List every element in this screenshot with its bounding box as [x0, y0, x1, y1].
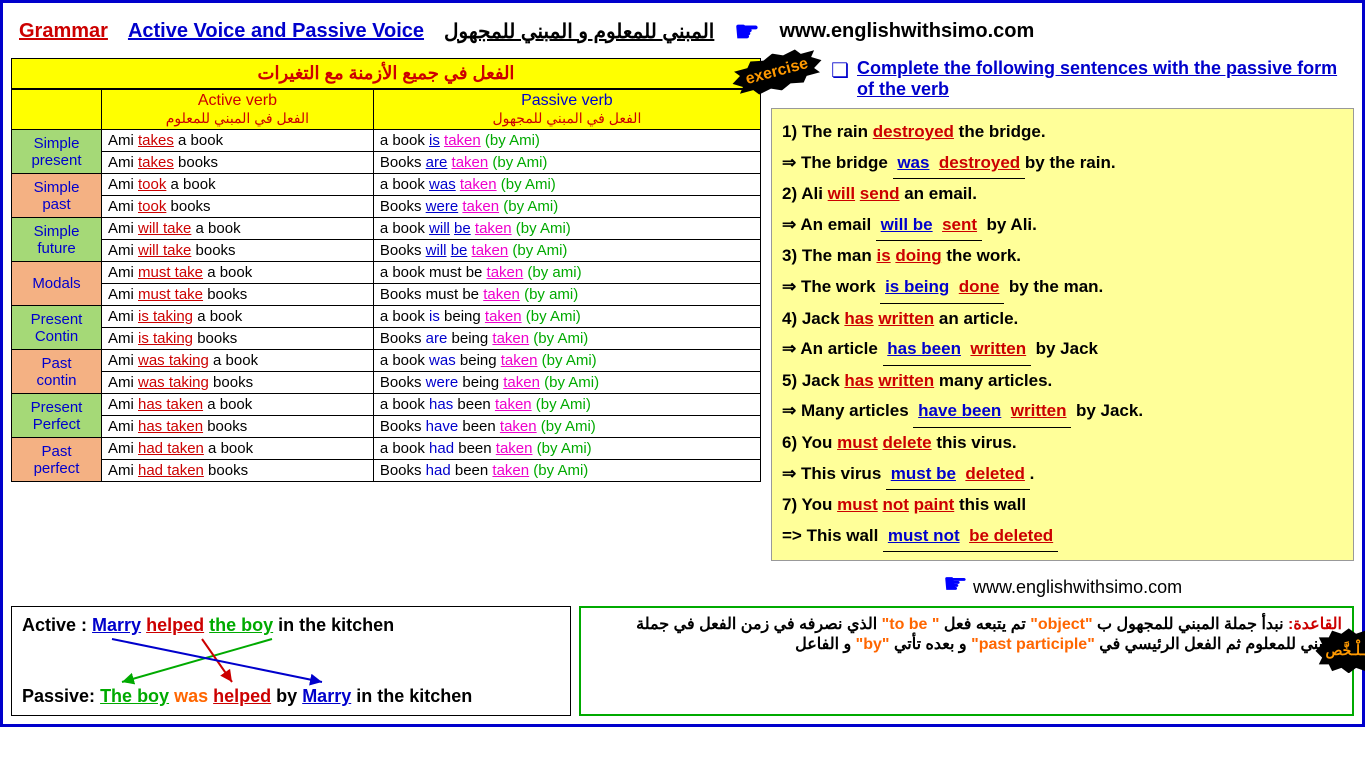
active-cell: Ami will take a book [102, 218, 374, 240]
hand-icon: ☛ [943, 568, 968, 599]
exercise-question: 2) Ali will send an email. [782, 179, 1343, 210]
tense-label: Modals [12, 262, 102, 306]
rule-by: "by" [856, 636, 890, 653]
passive-by: by [276, 686, 302, 706]
active-cell: Ami takes a book [102, 130, 374, 152]
exercise-answer: ⇒ The work is being done by the man. [782, 272, 1343, 304]
exercise-question: 3) The man is doing the work. [782, 241, 1343, 272]
right-header: exercise ❏ Complete the following senten… [771, 58, 1354, 100]
exercise-answer: ⇒ The bridge was destroyed by the rain. [782, 148, 1343, 180]
passive-cell: a book must be taken (by ami) [373, 262, 760, 284]
passive-cell: Books were being taken (by Ami) [373, 372, 760, 394]
tense-label: Simplepresent [12, 130, 102, 174]
passive-cell: a book was taken (by Ami) [373, 174, 760, 196]
passive-subject: The boy [100, 686, 169, 706]
grammar-label: Grammar [19, 20, 108, 43]
passive-cell: a book had been taken (by Ami) [373, 438, 760, 460]
rule-pp: "past participle" [971, 636, 1095, 653]
rule-box: القاعدة: نبدأ جملة المبني للمجهول ب "obj… [579, 606, 1354, 716]
tense-label: Simplefuture [12, 218, 102, 262]
passive-cell: a book is taken (by Ami) [373, 130, 760, 152]
active-rest: in the kitchen [278, 615, 394, 635]
passive-sentence: Passive: The boy was helped by Marry in … [22, 686, 560, 707]
active-cell: Ami will take books [102, 240, 374, 262]
left-column: الفعل في جميع الأزمنة مع التغيرات Active… [11, 58, 761, 600]
footer-url: ☛ www.englishwithsimo.com [771, 567, 1354, 600]
rule-tobe: " to be" [882, 616, 940, 633]
rule-label: القاعدة: [1288, 616, 1342, 633]
active-cell: Ami is taking a book [102, 306, 374, 328]
passive-cell: a book was being taken (by Ami) [373, 350, 760, 372]
passive-cell: Books must be taken (by ami) [373, 284, 760, 306]
exercise-question: 4) Jack has written an article. [782, 304, 1343, 335]
exercise-question: 5) Jack has written many articles. [782, 366, 1343, 397]
active-sentence: Active : Marry helped the boy in the kit… [22, 615, 560, 636]
header-url: www.englishwithsimo.com [779, 20, 1034, 43]
exercise-answer: => This wall must not be deleted [782, 521, 1343, 553]
tense-table: Active verbالفعل في المبني للمعلوم Passi… [11, 89, 761, 482]
arabic-title: المبني للمعلوم و المبني للمجهول [444, 19, 714, 44]
exercise-question: 1) The rain destroyed the bridge. [782, 117, 1343, 148]
active-cell: Ami had taken a book [102, 438, 374, 460]
passive-cell: Books will be taken (by Ami) [373, 240, 760, 262]
hand-icon: ☛ [734, 15, 759, 48]
tense-label: Simplepast [12, 174, 102, 218]
exercise-box: 1) The rain destroyed the bridge.⇒ The b… [771, 108, 1354, 561]
active-header: Active verb [108, 92, 367, 110]
page-title: Active Voice and Passive Voice [128, 20, 424, 43]
passive-cell: a book has been taken (by Ami) [373, 394, 760, 416]
tense-label: PresentPerfect [12, 394, 102, 438]
passive-verb: helped [213, 686, 271, 706]
active-verb: helped [146, 615, 204, 635]
passive-cell: Books have been taken (by Ami) [373, 416, 760, 438]
page-container: Grammar Active Voice and Passive Voice ا… [0, 0, 1365, 727]
passive-cell: a book will be taken (by Ami) [373, 218, 760, 240]
active-subject: Marry [92, 615, 141, 635]
passive-rest: in the kitchen [356, 686, 472, 706]
active-cell: Ami was taking a book [102, 350, 374, 372]
active-cell: Ami must take a book [102, 262, 374, 284]
exercise-answer: ⇒ Many articles have been written by Jac… [782, 396, 1343, 428]
header: Grammar Active Voice and Passive Voice ا… [11, 11, 1354, 52]
right-column: exercise ❏ Complete the following senten… [771, 58, 1354, 600]
active-cell: Ami took books [102, 196, 374, 218]
main-content: الفعل في جميع الأزمنة مع التغيرات Active… [11, 58, 1354, 600]
table-title: الفعل في جميع الأزمنة مع التغيرات [11, 58, 761, 89]
active-cell: Ami is taking books [102, 328, 374, 350]
transform-box: Active : Marry helped the boy in the kit… [11, 606, 571, 716]
exercise-question: 6) You must delete this virus. [782, 428, 1343, 459]
exercise-answer: ⇒ An email will be sent by Ali. [782, 210, 1343, 242]
tense-label: Pastcontin [12, 350, 102, 394]
exercise-instruction: Complete the following sentences with th… [857, 58, 1354, 100]
exercise-url: www.englishwithsimo.com [973, 577, 1182, 597]
active-object: the boy [209, 615, 273, 635]
passive-header: Passive verb [380, 92, 754, 110]
rule-object: "object" [1030, 616, 1092, 633]
active-cell: Ami had taken books [102, 460, 374, 482]
active-cell: Ami was taking books [102, 372, 374, 394]
passive-cell: Books are taken (by Ami) [373, 152, 760, 174]
passive-arabic: الفعل في المبني للمجهول [380, 110, 754, 127]
exercise-answer: ⇒ This virus must be deleted . [782, 459, 1343, 491]
exercise-question: 7) You must not paint this wall [782, 490, 1343, 521]
passive-cell: Books had been taken (by Ami) [373, 460, 760, 482]
active-arabic: الفعل في المبني للمعلوم [108, 110, 367, 127]
tense-label: PresentContin [12, 306, 102, 350]
active-cell: Ami must take books [102, 284, 374, 306]
active-cell: Ami takes books [102, 152, 374, 174]
passive-cell: Books are being taken (by Ami) [373, 328, 760, 350]
transform-arrows [92, 637, 372, 687]
exercise-answer: ⇒ An article has been written by Jack [782, 334, 1343, 366]
passive-cell: Books were taken (by Ami) [373, 196, 760, 218]
active-cell: Ami has taken books [102, 416, 374, 438]
active-cell: Ami took a book [102, 174, 374, 196]
passive-aux: was [174, 686, 208, 706]
tense-label: Pastperfect [12, 438, 102, 482]
bullet-icon: ❏ [831, 58, 849, 83]
passive-cell: a book is being taken (by Ami) [373, 306, 760, 328]
passive-agent: Marry [302, 686, 351, 706]
bottom-row: Active : Marry helped the boy in the kit… [11, 606, 1354, 716]
active-cell: Ami has taken a book [102, 394, 374, 416]
